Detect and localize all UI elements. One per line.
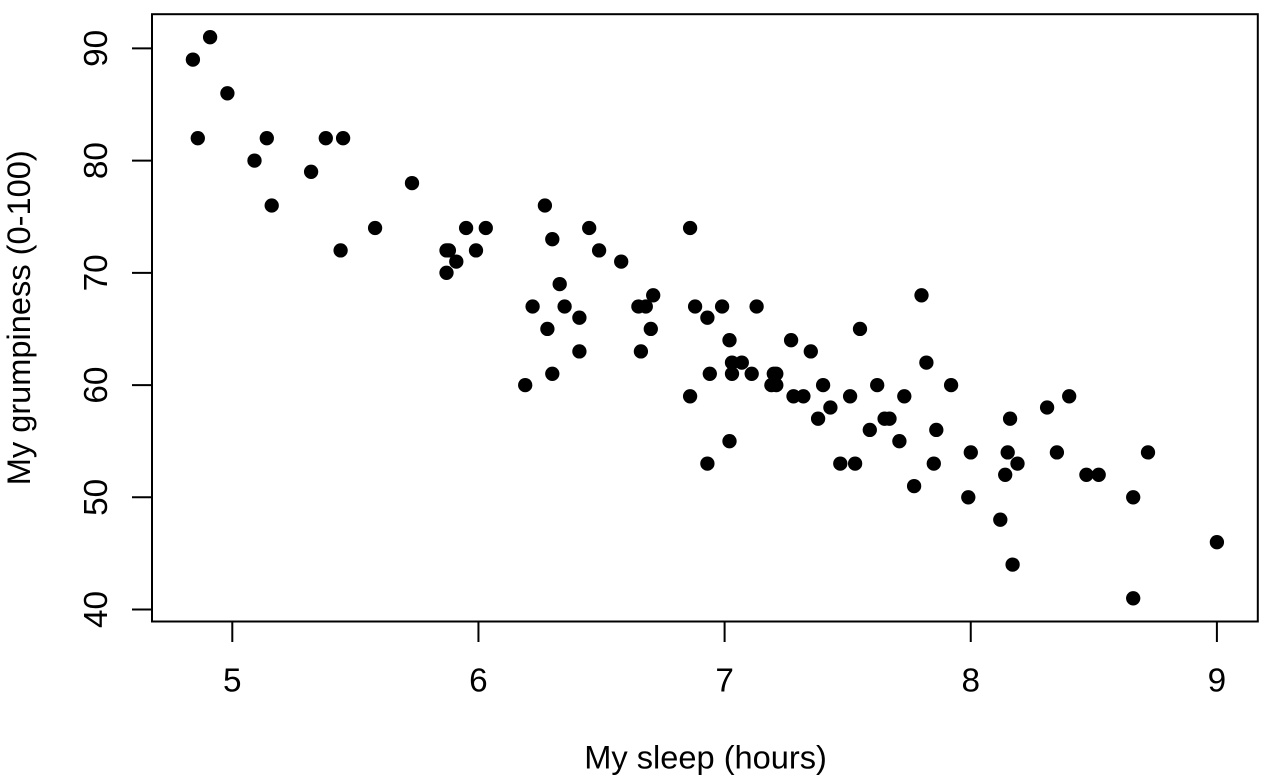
svg-text:80: 80	[78, 142, 115, 179]
svg-text:70: 70	[78, 254, 115, 291]
svg-text:5: 5	[223, 663, 242, 700]
svg-text:50: 50	[78, 479, 115, 516]
svg-text:60: 60	[78, 367, 115, 404]
svg-text:90: 90	[78, 30, 115, 67]
svg-text:7: 7	[715, 663, 734, 700]
svg-text:9: 9	[1208, 663, 1227, 700]
svg-text:My grumpiness (0-100): My grumpiness (0-100)	[0, 150, 37, 485]
svg-text:My sleep (hours): My sleep (hours)	[584, 739, 827, 776]
svg-text:8: 8	[961, 663, 980, 700]
svg-text:40: 40	[78, 591, 115, 628]
svg-text:6: 6	[469, 663, 488, 700]
